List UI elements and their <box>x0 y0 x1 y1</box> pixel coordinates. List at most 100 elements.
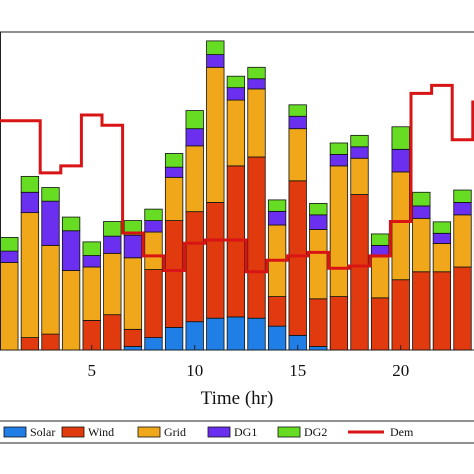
bar-dg1-4 <box>61 230 81 271</box>
bar-dg1-6 <box>103 235 122 254</box>
bar-dg2-23 <box>453 189 472 203</box>
bar-dg1-5 <box>82 255 101 268</box>
bar-grid-1 <box>0 262 19 351</box>
bar-solar-12 <box>226 316 246 351</box>
bar-wind-23 <box>453 266 472 351</box>
x-tick-label-15: 15 <box>289 361 306 380</box>
bar-wind-7 <box>123 328 143 347</box>
bar-dg1-21 <box>412 205 431 219</box>
bar-wind-9 <box>164 220 184 328</box>
bar-dg1-2 <box>20 191 40 214</box>
legend-label-dg2: DG2 <box>304 425 327 439</box>
bar-dg1-22 <box>432 232 452 244</box>
bar-wind-19 <box>370 297 390 351</box>
bar-wind-11 <box>206 202 225 319</box>
bar-dg1-9 <box>164 166 184 178</box>
bar-wind-22 <box>432 271 452 351</box>
bar-dg1-15 <box>288 115 307 130</box>
bar-grid-7 <box>123 257 143 330</box>
bar-grid-17 <box>329 165 349 297</box>
bar-dg2-9 <box>164 153 184 168</box>
bar-dg1-17 <box>329 154 349 167</box>
legend-label-dg1: DG1 <box>234 425 257 439</box>
bar-wind-17 <box>329 296 349 351</box>
x-axis-title: Time (hr) <box>201 388 274 409</box>
bar-solar-9 <box>164 327 184 351</box>
bar-grid-9 <box>164 176 184 221</box>
legend-label-wind: Wind <box>88 425 114 439</box>
bar-dg2-10 <box>185 110 204 130</box>
bar-grid-12 <box>226 99 246 167</box>
bar-solar-13 <box>247 317 266 351</box>
bar-dg2-5 <box>82 241 101 256</box>
bar-wind-16 <box>309 298 328 347</box>
bar-dg2-11 <box>206 40 225 55</box>
bar-grid-21 <box>412 217 431 273</box>
bar-grid-19 <box>370 256 390 299</box>
legend-box <box>0 420 474 444</box>
bar-dg2-8 <box>144 208 163 221</box>
bar-wind-14 <box>267 296 287 327</box>
bar-grid-23 <box>453 214 472 268</box>
bar-dg1-16 <box>309 214 328 230</box>
bar-dg2-2 <box>20 175 40 193</box>
demand-line <box>0 83 474 274</box>
bar-dg2-12 <box>226 75 246 89</box>
demand-line-layer <box>0 83 474 274</box>
bar-dg1-18 <box>350 146 369 159</box>
bar-wind-2 <box>20 337 40 351</box>
x-tick-label-10: 10 <box>186 361 203 380</box>
bar-dg2-21 <box>412 191 431 207</box>
bar-dg1-20 <box>391 148 410 173</box>
bar-grid-5 <box>82 266 101 321</box>
legend-label-solar: Solar <box>30 425 55 439</box>
bar-dg1-11 <box>206 54 225 68</box>
bar-wind-10 <box>185 211 204 323</box>
bar-grid-10 <box>185 145 204 213</box>
bar-wind-18 <box>350 194 369 351</box>
bar-wind-21 <box>412 271 431 351</box>
bar-solar-16 <box>309 346 328 351</box>
bar-wind-3 <box>41 333 60 351</box>
bar-grid-4 <box>61 270 81 351</box>
bar-solar-8 <box>144 337 163 351</box>
legend-swatch-dg1 <box>207 426 231 438</box>
legend-swatch-grid <box>137 426 161 438</box>
legend-swatch-dg2 <box>277 426 301 438</box>
legend-swatch-wind <box>61 426 85 438</box>
x-tick-label-5: 5 <box>87 361 96 380</box>
bar-dg2-20 <box>391 126 410 150</box>
bar-grid-13 <box>247 88 266 158</box>
bar-dg1-3 <box>41 200 60 246</box>
bar-wind-13 <box>247 156 266 319</box>
bar-dg2-1 <box>0 237 19 252</box>
bar-wind-6 <box>103 314 122 351</box>
bar-dg1-13 <box>247 78 266 90</box>
legend: Solar Wind Grid DG1 DG2 Dem <box>0 420 474 444</box>
bar-dg2-6 <box>103 221 122 237</box>
bar-dg1-12 <box>226 87 246 101</box>
bar-wind-20 <box>391 279 410 351</box>
bar-grid-18 <box>350 157 369 195</box>
bar-dg1-1 <box>0 250 19 263</box>
legend-label-grid: Grid <box>164 425 186 439</box>
bar-dg2-19 <box>370 233 390 246</box>
bar-dg1-23 <box>453 202 472 216</box>
bar-dg2-14 <box>267 199 287 212</box>
bar-dg1-14 <box>267 210 287 226</box>
bar-dg2-22 <box>432 221 452 234</box>
legend-label-dem: Dem <box>390 425 414 439</box>
bar-dg1-7 <box>123 234 143 259</box>
bar-grid-3 <box>41 244 60 335</box>
bar-grid-8 <box>144 231 163 270</box>
bar-dg2-17 <box>329 142 349 155</box>
bar-solar-7 <box>123 346 143 351</box>
bar-grid-20 <box>391 171 410 281</box>
bar-wind-8 <box>144 269 163 338</box>
bar-dg2-16 <box>309 203 328 216</box>
bar-grid-11 <box>206 66 225 203</box>
bar-dg2-3 <box>41 187 60 202</box>
bar-solar-11 <box>206 317 225 351</box>
bar-grid-16 <box>309 229 328 300</box>
bar-solar-14 <box>267 325 287 351</box>
